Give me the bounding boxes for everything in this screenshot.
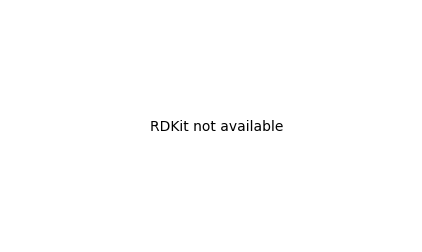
Text: RDKit not available: RDKit not available <box>149 120 283 134</box>
